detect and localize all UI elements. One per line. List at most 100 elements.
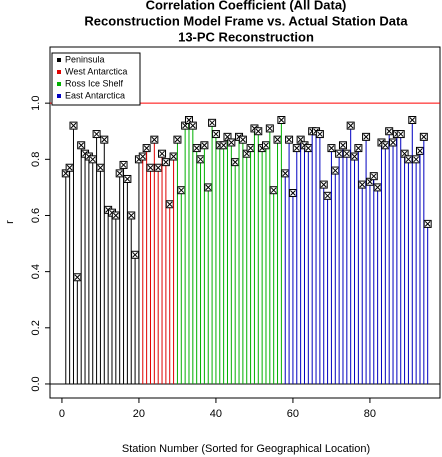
stem-point — [273, 135, 282, 384]
point-cross — [374, 184, 381, 191]
stem-point — [281, 169, 290, 384]
point-cross — [417, 148, 423, 154]
stem-point — [81, 149, 90, 384]
chart-title: Reconstruction Model Frame vs. Actual St… — [84, 13, 408, 28]
point-cross — [370, 173, 377, 180]
point-cross — [166, 201, 173, 208]
stem-point — [65, 163, 74, 384]
stem-point — [192, 144, 201, 384]
stem-point — [150, 135, 159, 384]
chart-title: 13-PC Reconstruction — [178, 29, 314, 44]
stem-point — [335, 149, 344, 384]
point-cross — [97, 164, 104, 171]
stem-point — [134, 155, 143, 384]
point-cross — [255, 128, 262, 135]
point-cross — [263, 142, 269, 149]
point-cross — [201, 142, 208, 149]
point-cross — [382, 142, 389, 149]
stem-point — [177, 186, 186, 384]
point-cross — [163, 159, 169, 165]
point-cross — [386, 128, 393, 135]
stem-point — [115, 169, 124, 384]
stem-point — [211, 130, 220, 384]
y-axis-label: r — [4, 220, 16, 224]
stem-point — [123, 174, 132, 384]
point-cross — [116, 170, 123, 177]
stem-point — [400, 149, 409, 384]
stem-point — [184, 116, 193, 384]
legend-box — [51, 52, 141, 106]
point-cross — [413, 156, 419, 163]
stem-point — [338, 141, 347, 384]
point-cross — [89, 156, 96, 163]
stem-point — [92, 130, 101, 384]
point-cross — [155, 164, 162, 171]
chart-title: Correlation Coefficient (All Data) — [146, 0, 347, 12]
stem-point — [412, 155, 421, 384]
y-tick-label: 0.2 — [30, 320, 42, 335]
point-cross — [424, 221, 431, 227]
point-cross — [328, 145, 335, 151]
stem-point — [73, 273, 82, 384]
stem-point — [346, 121, 355, 384]
stem-point — [188, 121, 197, 384]
point-cross — [320, 181, 327, 188]
stem-point — [231, 158, 240, 384]
stem-point — [250, 124, 259, 384]
x-tick-label: 0 — [59, 408, 65, 420]
stem-point — [308, 127, 317, 384]
stem-point — [373, 183, 382, 384]
legend-swatch — [57, 70, 61, 74]
x-tick-label: 20 — [133, 408, 145, 420]
y-tick-label: 0.0 — [30, 376, 42, 391]
legend-label: West Antarctica — [65, 66, 127, 76]
stem-point — [296, 135, 305, 384]
point-cross — [343, 150, 350, 157]
stem-point — [165, 200, 174, 384]
stem-point — [138, 152, 147, 384]
point-cross — [228, 139, 235, 146]
stem-point — [285, 135, 294, 384]
stem-point — [119, 160, 128, 384]
stem-point — [350, 152, 359, 384]
stem-point — [181, 121, 190, 384]
legend-label: East Antarctica — [65, 90, 125, 100]
y-tick-label: 1.0 — [30, 96, 42, 111]
stem-point — [208, 118, 217, 384]
point-cross — [270, 187, 277, 194]
point-cross — [305, 145, 312, 151]
x-tick-label: 80 — [364, 408, 376, 420]
stem-point — [304, 144, 313, 384]
stem-point — [246, 144, 255, 384]
point-cross — [213, 131, 219, 137]
point-cross — [351, 153, 358, 160]
stem-point — [96, 163, 105, 384]
point-cross — [101, 136, 108, 143]
stem-point — [342, 149, 351, 384]
point-cross — [405, 156, 412, 163]
point-cross — [409, 117, 416, 123]
point-cross — [178, 187, 185, 194]
point-cross — [347, 122, 354, 129]
stem-point — [327, 144, 336, 384]
stem-point — [292, 144, 301, 384]
stem-point — [408, 116, 417, 384]
stem-point — [215, 141, 224, 384]
point-cross — [70, 122, 77, 129]
stem-point — [169, 152, 178, 384]
stem-point — [396, 130, 405, 384]
point-cross — [174, 136, 181, 143]
point-cross — [278, 117, 285, 123]
point-cross — [139, 153, 146, 160]
point-cross — [355, 145, 362, 151]
point-cross — [170, 153, 177, 160]
point-cross — [232, 159, 239, 165]
stem-point — [61, 169, 70, 384]
point-cross — [332, 167, 339, 174]
point-cross — [240, 136, 246, 143]
stem-point — [392, 130, 401, 384]
stem-point — [146, 163, 155, 384]
point-cross — [293, 145, 300, 151]
stem-point — [377, 138, 386, 384]
